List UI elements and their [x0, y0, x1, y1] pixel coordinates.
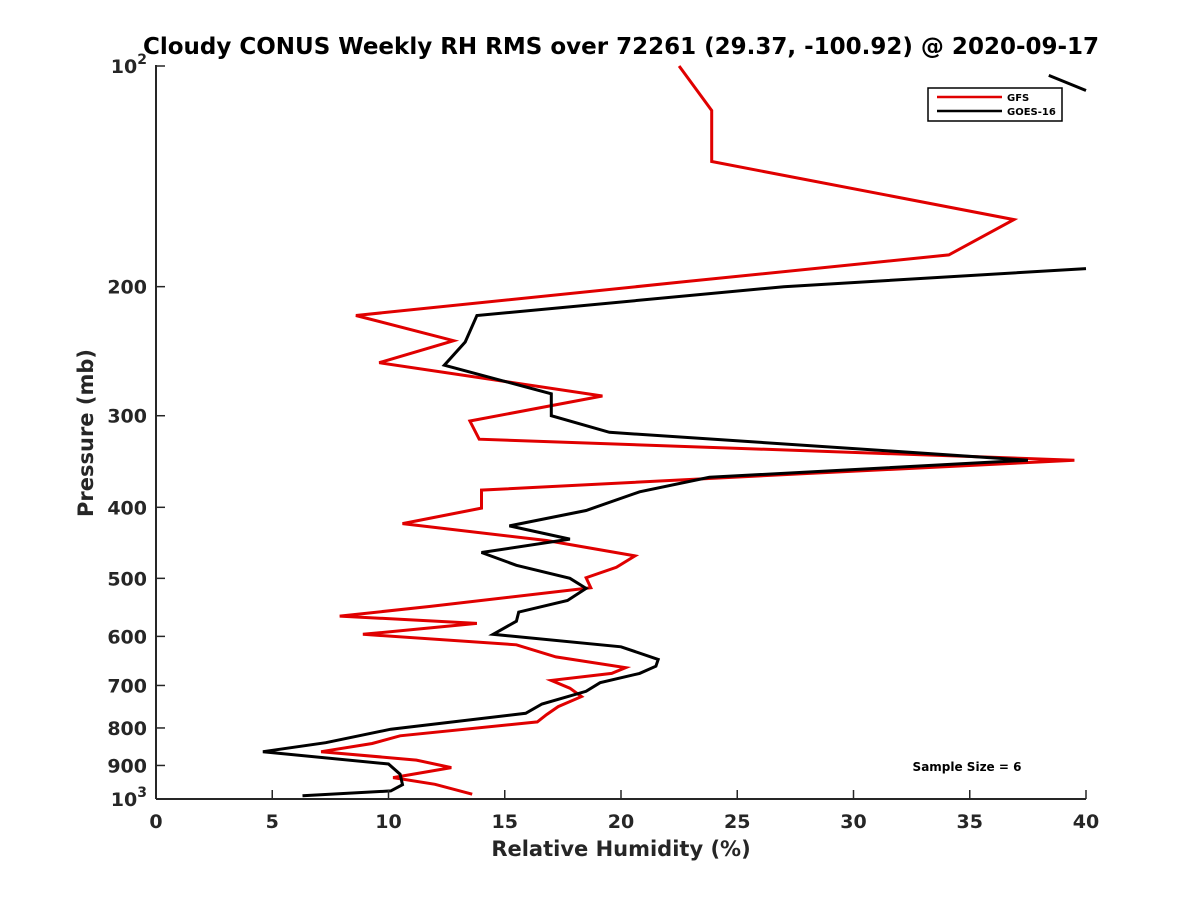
plot-area — [262, 65, 1087, 798]
legend: GFS GOES-16 — [927, 87, 1063, 122]
y-tick-label: 300 — [107, 406, 147, 428]
x-tick-label: 25 — [724, 811, 750, 833]
sample-size-annotation: Sample Size = 6 — [913, 760, 1022, 774]
x-tick-label: 5 — [266, 811, 279, 833]
x-axis-label: Relative Humidity (%) — [491, 837, 750, 861]
y-tick-label: 400 — [107, 497, 147, 519]
series-line-gfs — [320, 65, 1075, 796]
x-tick-label: 10 — [375, 811, 401, 833]
legend-label-goes-16: GOES-16 — [1007, 107, 1056, 118]
y-tick-label: 103 — [111, 785, 147, 811]
y-tick-label: 700 — [107, 675, 147, 697]
y-tick-label: 900 — [107, 755, 147, 777]
x-tick-label: 20 — [608, 811, 634, 833]
x-tick-label: 35 — [957, 811, 983, 833]
legend-label-gfs: GFS — [1007, 93, 1029, 104]
x-tick-label: 15 — [492, 811, 518, 833]
x-tick-label: 40 — [1073, 811, 1099, 833]
y-tick-label: 500 — [107, 568, 147, 590]
series-line-goes-16 — [262, 74, 1087, 798]
x-tick-label: 30 — [840, 811, 866, 833]
y-tick-label: 102 — [111, 52, 147, 78]
y-tick-label: 600 — [107, 626, 147, 648]
y-axis-label: Pressure (mb) — [74, 349, 98, 517]
legend-box — [927, 87, 1063, 122]
axes: 0 5 10 15 20 25 30 35 40 102 200 300 400 500 600 700 800… — [107, 52, 1099, 833]
y-tick-label: 800 — [107, 718, 147, 740]
y-tick-label: 200 — [107, 277, 147, 299]
x-tick-label: 0 — [149, 811, 162, 833]
chart-title: Cloudy CONUS Weekly RH RMS over 72261 (2… — [143, 34, 1099, 60]
